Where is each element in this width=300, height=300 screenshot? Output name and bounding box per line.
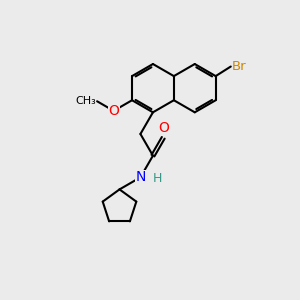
Text: Br: Br — [232, 60, 247, 73]
Text: N: N — [135, 170, 146, 184]
Text: O: O — [108, 104, 119, 118]
Text: H: H — [153, 172, 162, 185]
Text: O: O — [158, 122, 169, 136]
Text: CH₃: CH₃ — [75, 96, 96, 106]
